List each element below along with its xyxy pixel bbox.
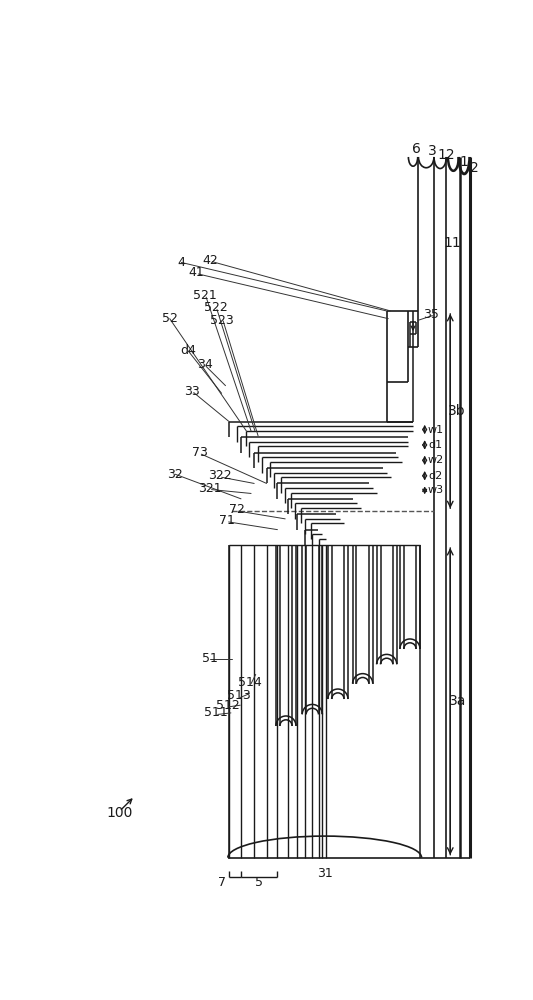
Text: 11: 11 — [443, 236, 462, 250]
Text: w1: w1 — [427, 425, 443, 435]
Text: 521: 521 — [193, 289, 216, 302]
Text: 1: 1 — [459, 155, 468, 169]
Text: 41: 41 — [188, 266, 204, 279]
Text: 72: 72 — [229, 503, 245, 516]
Text: 3a: 3a — [449, 694, 466, 708]
Text: w3: w3 — [427, 485, 443, 495]
Text: 523: 523 — [210, 314, 233, 327]
Text: 3: 3 — [428, 144, 437, 158]
Text: 512: 512 — [216, 699, 240, 712]
Text: d2: d2 — [429, 471, 442, 481]
Text: 321: 321 — [198, 482, 222, 495]
Text: 3b: 3b — [448, 404, 466, 418]
Text: 7: 7 — [217, 876, 225, 889]
Text: 35: 35 — [423, 308, 439, 321]
Text: 73: 73 — [192, 446, 208, 459]
Text: 522: 522 — [204, 301, 227, 314]
Text: 100: 100 — [106, 806, 133, 820]
Text: 32: 32 — [167, 468, 183, 481]
Text: 4: 4 — [177, 256, 185, 269]
Text: 2: 2 — [470, 161, 479, 175]
Text: 31: 31 — [317, 867, 333, 880]
Text: 42: 42 — [202, 254, 218, 267]
Text: d4: d4 — [180, 344, 196, 358]
Text: 12: 12 — [438, 148, 455, 162]
Text: 71: 71 — [219, 514, 235, 527]
Text: 322: 322 — [208, 469, 232, 482]
Text: 34: 34 — [197, 358, 213, 371]
Text: 5: 5 — [255, 876, 263, 889]
Text: d1: d1 — [429, 440, 442, 450]
Text: 33: 33 — [184, 385, 200, 398]
Text: 52: 52 — [161, 312, 177, 325]
Text: w2: w2 — [427, 455, 443, 465]
Text: 6: 6 — [413, 142, 422, 156]
Text: 514: 514 — [238, 676, 261, 689]
Text: 51: 51 — [202, 652, 218, 666]
Text: 511: 511 — [204, 706, 228, 719]
Text: 513: 513 — [227, 689, 251, 702]
